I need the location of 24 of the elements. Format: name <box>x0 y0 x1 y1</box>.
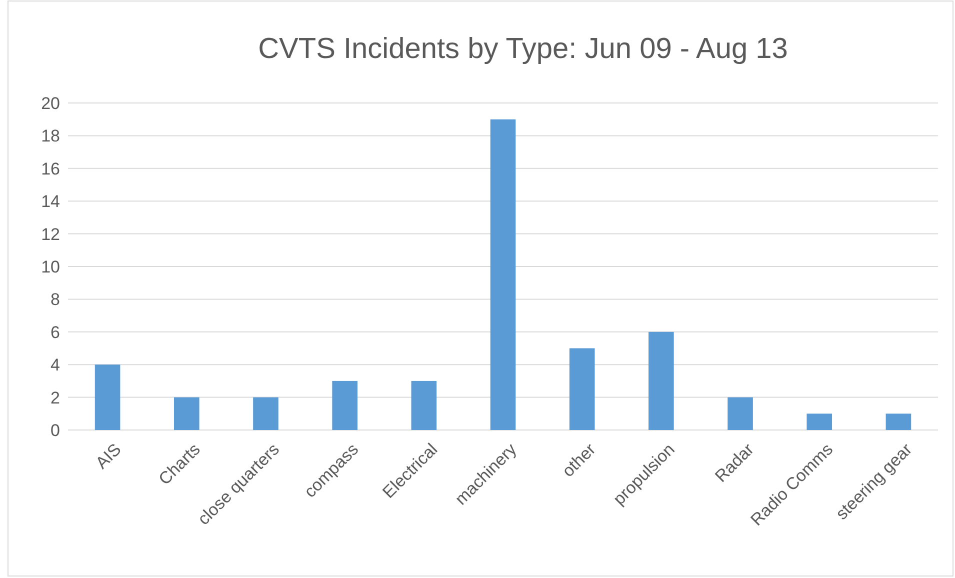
y-tick-label: 12 <box>41 224 60 244</box>
y-tick-label: 10 <box>41 257 60 276</box>
bar <box>648 332 674 430</box>
bar <box>569 348 595 430</box>
bar <box>174 397 200 430</box>
bar <box>886 414 912 430</box>
x-tick-label: AIS <box>92 440 125 473</box>
bar <box>332 380 358 430</box>
bar <box>411 380 437 430</box>
y-tick-label: 18 <box>41 126 60 146</box>
y-tick-label: 8 <box>50 290 60 310</box>
y-tick-label: 14 <box>41 192 60 212</box>
bar <box>253 397 278 430</box>
y-tick-label: 6 <box>50 322 60 342</box>
bar <box>94 364 120 430</box>
y-tick-label: 0 <box>50 420 60 440</box>
bar <box>490 119 516 430</box>
bar <box>806 414 832 430</box>
chart-title: CVTS Incidents by Type: Jun 09 - Aug 13 <box>258 33 788 65</box>
y-tick-label: 20 <box>41 94 60 113</box>
y-tick-label: 4 <box>50 356 60 375</box>
bar <box>728 397 753 430</box>
y-tick-label: 16 <box>41 159 60 178</box>
y-tick-label: 2 <box>50 388 60 408</box>
